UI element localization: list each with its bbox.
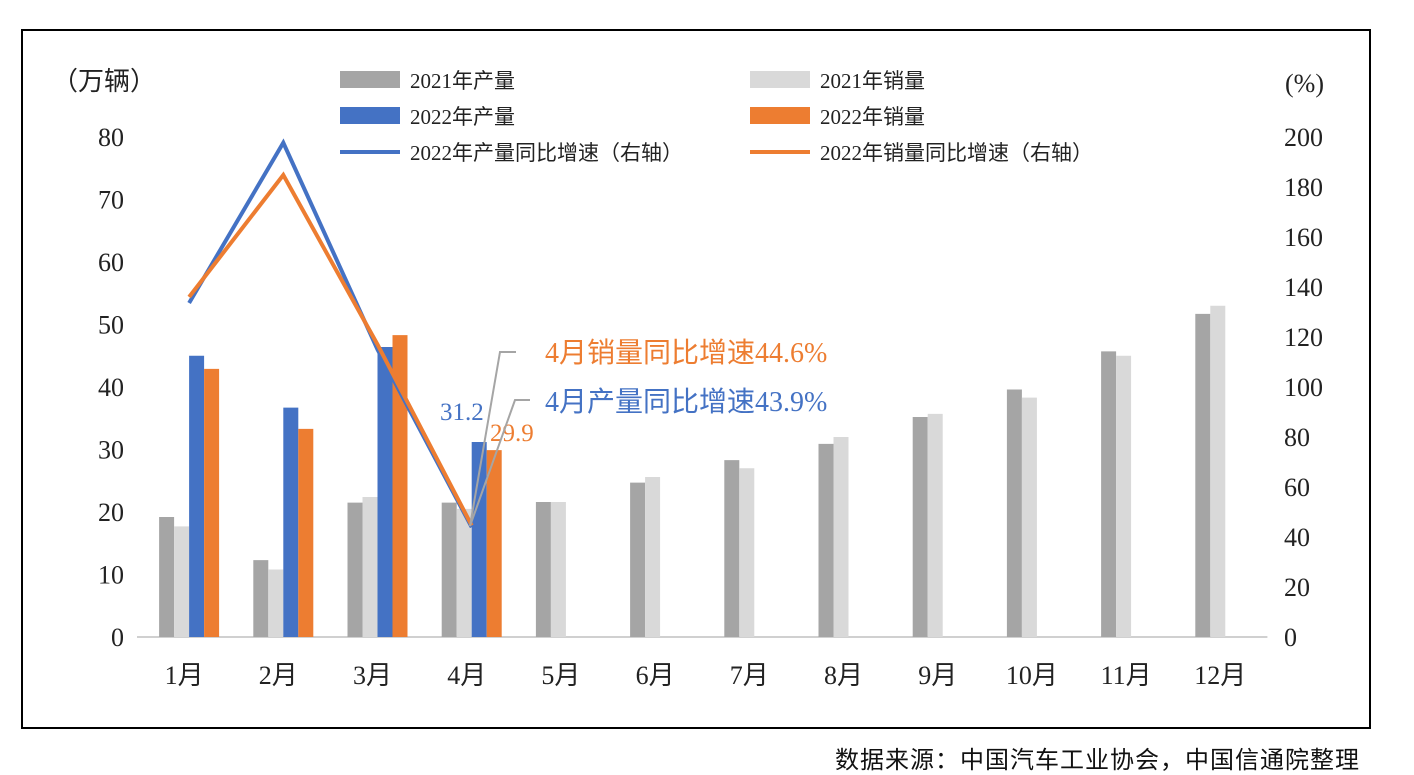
right-axis-label: (%) bbox=[1285, 69, 1324, 98]
bar-2021-sales bbox=[927, 413, 943, 637]
left-tick-label: 10 bbox=[98, 561, 124, 590]
bar-2021-production bbox=[253, 560, 269, 637]
left-tick-label: 0 bbox=[111, 623, 124, 652]
left-tick-label: 80 bbox=[98, 123, 124, 152]
bar-2021-sales bbox=[1021, 397, 1037, 637]
legend-label: 2021年销量 bbox=[820, 69, 925, 93]
legend-swatch bbox=[750, 107, 810, 124]
right-tick-label: 180 bbox=[1284, 173, 1323, 202]
left-tick-label: 50 bbox=[98, 311, 124, 340]
right-tick-label: 80 bbox=[1284, 423, 1310, 452]
bar-2022-sales bbox=[298, 428, 314, 637]
left-axis-label: （万辆） bbox=[52, 67, 156, 96]
left-tick-label: 20 bbox=[98, 498, 124, 527]
bar-2021-sales bbox=[550, 502, 566, 637]
data-label-sales: 29.9 bbox=[490, 420, 534, 447]
x-tick-label: 1月 bbox=[165, 661, 204, 690]
bar-2022-production bbox=[377, 347, 393, 637]
bar-2022-sales bbox=[204, 368, 220, 637]
right-tick-label: 140 bbox=[1284, 273, 1323, 302]
bar-2022-production bbox=[189, 355, 205, 637]
right-tick-label: 40 bbox=[1284, 523, 1310, 552]
bar-2021-production bbox=[441, 502, 457, 637]
source-note: 数据来源：中国汽车工业协会，中国信通院整理 bbox=[835, 746, 1360, 774]
x-tick-label: 4月 bbox=[447, 661, 486, 690]
bar-2021-sales bbox=[739, 468, 755, 637]
annotation-production-growth: 4月产量同比增速43.9% bbox=[545, 386, 827, 418]
bar-2021-sales bbox=[174, 526, 190, 637]
x-tick-label: 7月 bbox=[730, 661, 769, 690]
bar-2021-sales bbox=[1116, 355, 1132, 637]
data-label-production: 31.2 bbox=[440, 399, 484, 426]
annotation-sales-growth: 4月销量同比增速44.6% bbox=[545, 337, 827, 369]
bar-2021-sales bbox=[456, 508, 472, 637]
right-tick-label: 160 bbox=[1284, 223, 1323, 252]
legend-label: 2022年销量同比增速（右轴） bbox=[820, 141, 1093, 165]
legend-label: 2022年产量 bbox=[410, 105, 515, 129]
x-tick-label: 5月 bbox=[541, 661, 580, 690]
bar-2021-production bbox=[818, 443, 834, 637]
x-tick-label: 8月 bbox=[824, 661, 863, 690]
right-tick-label: 20 bbox=[1284, 573, 1310, 602]
chart-frame bbox=[21, 29, 1371, 729]
line-sales-growth bbox=[187, 171, 474, 527]
x-tick-label: 10月 bbox=[1006, 661, 1058, 690]
x-tick-label: 6月 bbox=[636, 661, 675, 690]
bar-2022-production bbox=[283, 407, 299, 637]
bar-2021-production bbox=[724, 460, 740, 637]
bar-2021-production bbox=[159, 517, 175, 637]
bar-2021-sales bbox=[1210, 305, 1226, 637]
right-tick-label: 60 bbox=[1284, 473, 1310, 502]
x-tick-label: 12月 bbox=[1194, 661, 1246, 690]
x-tick-label: 11月 bbox=[1101, 661, 1152, 690]
legend-swatch bbox=[340, 71, 400, 88]
right-tick-label: 120 bbox=[1284, 323, 1323, 352]
line-production-growth bbox=[187, 138, 474, 529]
right-tick-label: 200 bbox=[1284, 123, 1323, 152]
bar-2021-production bbox=[630, 482, 646, 637]
legend-label: 2022年产量同比增速（右轴） bbox=[410, 141, 683, 165]
callout-leader-production bbox=[469, 399, 530, 527]
bar-2022-sales bbox=[486, 450, 502, 637]
bar-2021-production bbox=[912, 417, 928, 637]
x-tick-label: 2月 bbox=[259, 661, 298, 690]
bar-2021-production bbox=[1195, 313, 1211, 637]
legend-swatch bbox=[340, 107, 400, 124]
legend-label: 2021年产量 bbox=[410, 69, 515, 93]
bar-2021-production bbox=[1101, 351, 1117, 637]
left-tick-label: 60 bbox=[98, 248, 124, 277]
x-tick-label: 3月 bbox=[353, 661, 392, 690]
bar-2021-sales bbox=[362, 497, 378, 637]
bar-2021-production bbox=[535, 502, 551, 637]
x-tick-label: 9月 bbox=[918, 661, 957, 690]
right-tick-label: 0 bbox=[1284, 623, 1297, 652]
legend-label: 2022年销量 bbox=[820, 105, 925, 129]
bar-2021-production bbox=[1006, 389, 1022, 637]
bar-2021-production bbox=[347, 502, 363, 637]
bar-2021-sales bbox=[268, 569, 284, 637]
left-tick-label: 30 bbox=[98, 436, 124, 465]
left-tick-label: 40 bbox=[98, 373, 124, 402]
callout-leader-sales bbox=[469, 351, 516, 527]
bar-2021-sales bbox=[833, 437, 849, 637]
right-tick-label: 100 bbox=[1284, 373, 1323, 402]
legend-swatch bbox=[750, 71, 810, 88]
bar-2021-sales bbox=[645, 477, 661, 637]
bar-2022-sales bbox=[392, 335, 408, 637]
left-tick-label: 70 bbox=[98, 186, 124, 215]
